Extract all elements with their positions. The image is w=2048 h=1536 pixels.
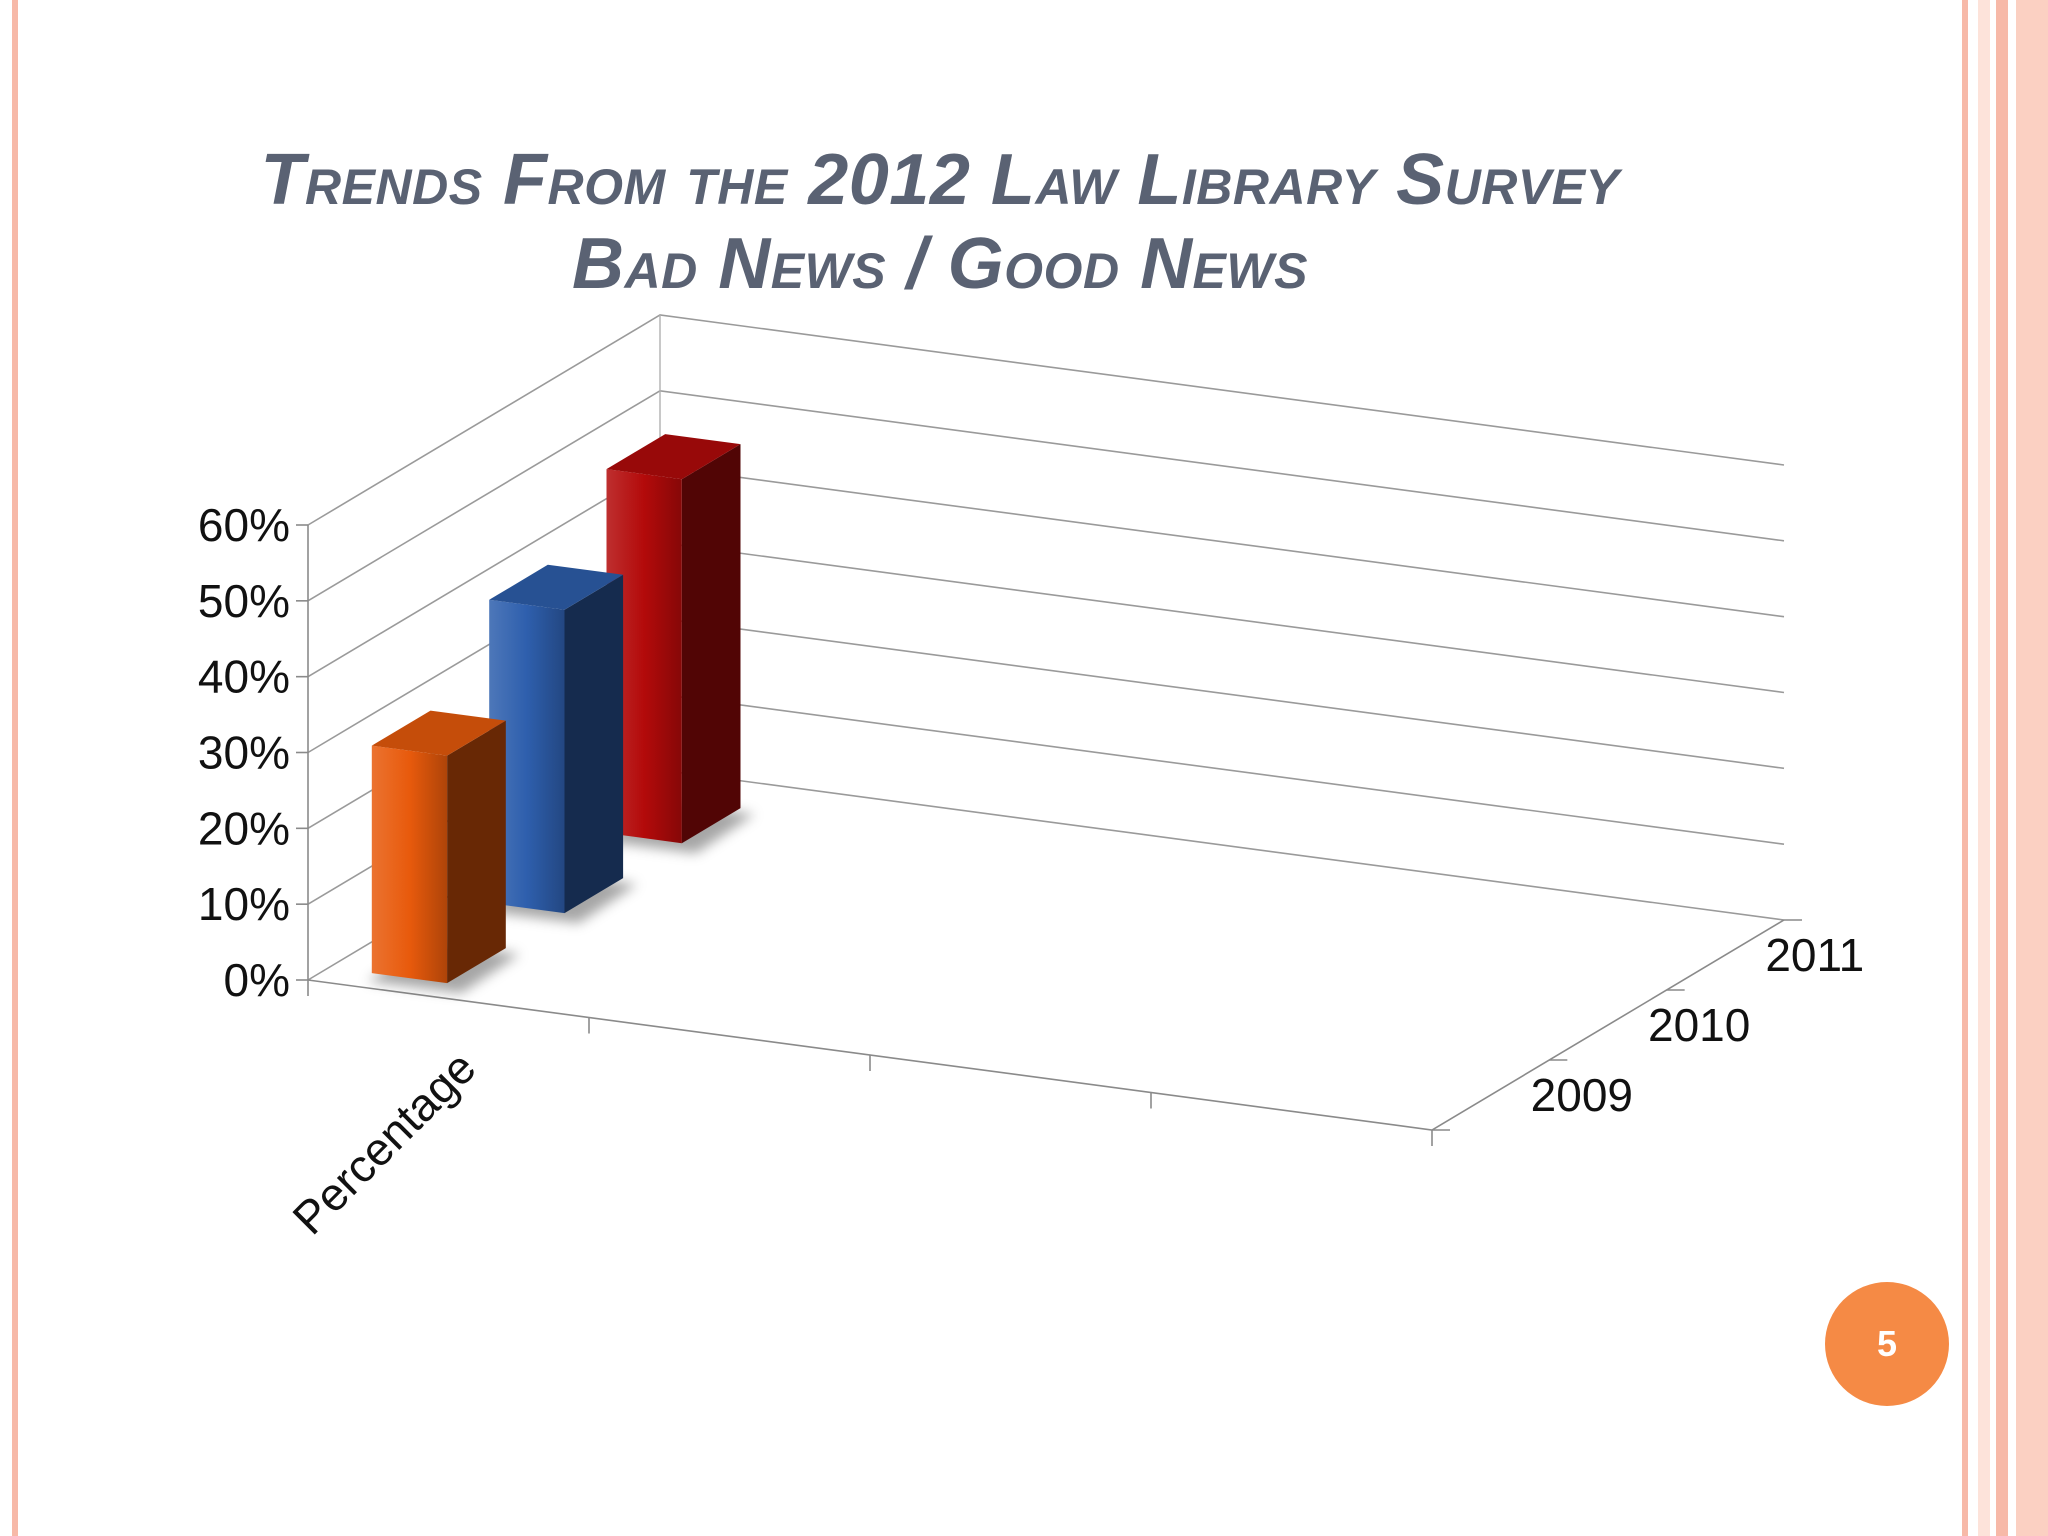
y-tick-label: 40% [198, 651, 290, 703]
slide-title-line-2: Bad News / Good News [572, 224, 1308, 304]
y-tick-label: 60% [198, 499, 290, 551]
gridline [307, 389, 1785, 602]
slide-title-line-1: Trends From the 2012 Law Library Survey [260, 140, 1620, 220]
chart-bars [367, 434, 755, 994]
y-tick-label: 50% [198, 575, 290, 627]
border-stripe-left [12, 0, 18, 1536]
slide-title: Trends From the 2012 Law Library Survey … [60, 138, 1820, 306]
bar-top-2011 [606, 434, 741, 480]
border-stripe-right-4 [2016, 0, 2048, 1536]
bar-2009 [371, 745, 448, 984]
bar-top-2010 [489, 564, 624, 610]
y-tick-label: 10% [198, 878, 290, 930]
y-tick-label: 0% [224, 954, 290, 1006]
bar-2011 [606, 469, 682, 844]
bar-2010 [489, 599, 565, 914]
bar-side-2011 [681, 444, 741, 844]
bar-side-2010 [564, 574, 624, 914]
border-stripe-right-1 [1962, 0, 1968, 1536]
bar-side-2009 [447, 720, 506, 984]
border-stripe-right-2 [1978, 0, 1990, 1536]
depth-axis-label: 2011 [1765, 929, 1864, 981]
page-number: 5 [1876, 1323, 1898, 1364]
bar-top-2009 [371, 710, 506, 756]
page-number-badge: 5 [1825, 1282, 1949, 1406]
depth-axis-label: 2009 [1531, 1069, 1633, 1121]
y-tick-label: 30% [198, 727, 290, 779]
gridline [307, 314, 1785, 526]
border-stripe-right-3 [1996, 0, 2008, 1536]
x-category-label: Percentage [282, 1041, 485, 1244]
depth-axis-label: 2010 [1648, 999, 1750, 1051]
y-tick-label: 20% [198, 802, 290, 854]
